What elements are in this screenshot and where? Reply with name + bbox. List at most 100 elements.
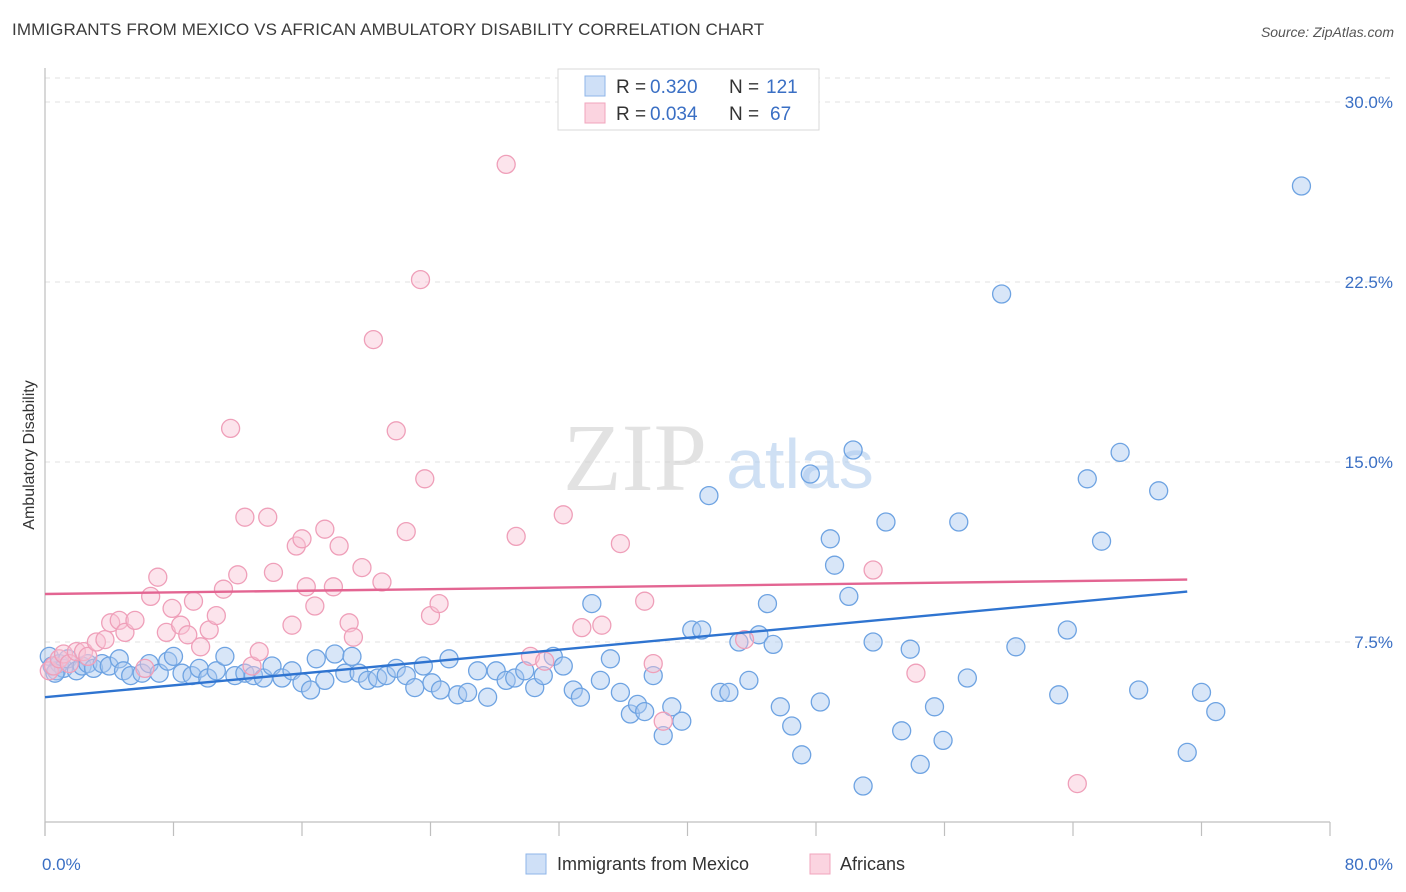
- point-mexico: [924, 697, 945, 717]
- bottom-legend-label-africans: Africans: [840, 854, 905, 874]
- point-africans: [323, 577, 344, 597]
- point-africans: [386, 421, 406, 441]
- bottom-legend-label-mexico: Immigrants from Mexico: [557, 854, 749, 874]
- point-mexico: [405, 677, 425, 698]
- point-africans: [213, 579, 234, 599]
- point-africans: [906, 663, 926, 683]
- legend-n-label-mexico: N =: [729, 77, 759, 98]
- point-africans: [59, 653, 79, 674]
- legend-n-value-mexico: 121: [766, 77, 798, 98]
- point-africans: [170, 615, 191, 635]
- point-mexico: [653, 725, 673, 746]
- point-africans: [506, 526, 526, 547]
- watermark: ZIP atlas: [563, 404, 874, 511]
- bottom-legend-swatch-mexico: [525, 853, 547, 875]
- point-mexico: [413, 656, 434, 676]
- point-mexico: [792, 745, 812, 765]
- point-mexico: [1077, 469, 1097, 489]
- point-africans: [329, 536, 349, 556]
- point-mexico: [477, 687, 498, 707]
- point-mexico: [810, 692, 830, 712]
- point-mexico: [272, 668, 292, 688]
- point-mexico: [1129, 680, 1149, 700]
- y-axis-title: Ambulatory Disability: [21, 380, 38, 529]
- point-mexico: [853, 776, 873, 796]
- point-africans: [220, 418, 241, 439]
- point-mexico: [582, 593, 602, 614]
- point-africans: [535, 651, 555, 671]
- point-mexico: [215, 646, 235, 667]
- point-mexico: [1177, 742, 1197, 763]
- y-tick-labels: 7.5% 15.0% 22.5% 30.0%: [1345, 93, 1393, 652]
- gridlines: [45, 77, 1395, 643]
- point-mexico: [457, 682, 478, 703]
- point-africans: [572, 617, 592, 638]
- point-mexico: [342, 646, 362, 667]
- point-africans: [429, 593, 449, 614]
- watermark-zip: ZIP: [563, 404, 707, 511]
- point-mexico: [1110, 442, 1130, 463]
- point-mexico: [770, 697, 790, 717]
- y-tick-label: 7.5%: [1354, 633, 1393, 652]
- y-tick-label: 15.0%: [1345, 453, 1393, 472]
- point-africans: [125, 610, 145, 631]
- point-africans: [653, 711, 673, 731]
- point-africans: [178, 625, 198, 645]
- point-mexico: [692, 620, 712, 640]
- point-mexico: [563, 680, 583, 700]
- point-mexico: [876, 512, 896, 532]
- legend-r-value-africans: 0.034: [650, 104, 698, 125]
- chart-title: IMMIGRANTS FROM MEXICO VS AFRICAN AMBULA…: [12, 20, 765, 39]
- point-mexico: [1149, 481, 1169, 501]
- point-mexico: [820, 529, 840, 549]
- point-mexico: [1006, 637, 1026, 657]
- point-africans: [643, 653, 663, 674]
- point-mexico: [325, 644, 345, 664]
- point-africans: [635, 591, 655, 611]
- x-min-label: 0.0%: [42, 855, 81, 874]
- trend-lines: [44, 578, 1188, 699]
- point-mexico: [600, 649, 621, 669]
- point-africans: [135, 658, 155, 679]
- point-africans: [228, 565, 248, 585]
- point-mexico: [1206, 701, 1226, 722]
- point-mexico: [699, 485, 719, 506]
- point-mexico: [467, 661, 488, 681]
- point-mexico: [515, 661, 535, 681]
- point-africans: [296, 577, 316, 597]
- point-mexico: [430, 680, 451, 700]
- point-mexico: [739, 670, 759, 691]
- point-mexico: [486, 661, 506, 681]
- point-africans: [66, 641, 87, 662]
- point-mexico: [1291, 176, 1312, 196]
- legend-r-value-mexico: 0.320: [650, 77, 698, 98]
- point-africans: [410, 269, 431, 290]
- point-africans: [258, 507, 278, 527]
- series-africans: [39, 154, 1087, 794]
- point-africans: [339, 613, 359, 633]
- point-mexico: [800, 464, 820, 484]
- point-mexico: [533, 665, 553, 686]
- point-mexico: [505, 668, 525, 688]
- point-africans: [734, 629, 755, 650]
- legend: R = 0.320 N = 121 R = 0.034 N = 67: [557, 68, 820, 131]
- point-mexico: [757, 593, 778, 614]
- point-mexico: [590, 670, 611, 691]
- point-africans: [305, 596, 325, 616]
- point-africans: [249, 641, 269, 662]
- point-africans: [141, 586, 161, 607]
- y-tick-label: 30.0%: [1345, 93, 1393, 112]
- point-mexico: [206, 661, 226, 681]
- axes: [44, 68, 1331, 836]
- point-mexico: [610, 682, 631, 703]
- point-africans: [183, 591, 204, 611]
- point-africans: [553, 505, 573, 525]
- point-africans: [190, 637, 211, 657]
- point-mexico: [892, 721, 912, 741]
- point-africans: [292, 529, 312, 549]
- point-mexico: [163, 646, 184, 667]
- point-mexico: [672, 711, 692, 731]
- legend-r-label-mexico: R =: [616, 77, 646, 98]
- point-mexico: [315, 670, 335, 691]
